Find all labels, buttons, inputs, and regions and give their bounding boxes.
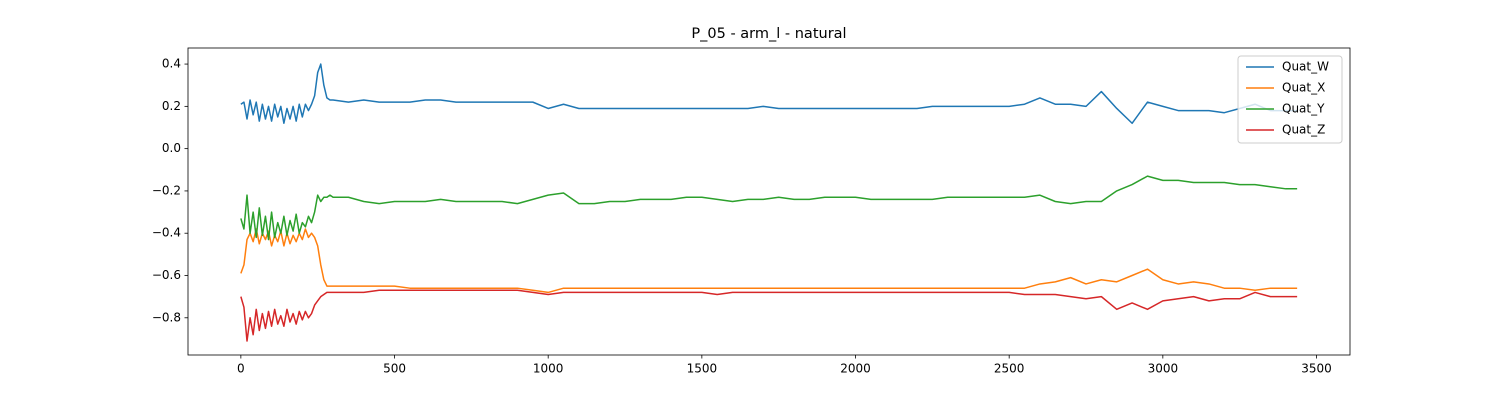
y-tick-label: −0.8	[152, 310, 181, 324]
legend-label: Quat_Y	[1282, 102, 1325, 116]
x-tick-label: 2000	[840, 362, 871, 376]
x-tick-label: 3000	[1148, 362, 1179, 376]
series-line	[240, 228, 1298, 294]
legend-label: Quat_W	[1282, 60, 1329, 74]
x-tick-label: 500	[383, 362, 406, 376]
x-tick-label: 1000	[533, 362, 564, 376]
legend-label: Quat_X	[1282, 81, 1325, 95]
x-tick-label: 3500	[1301, 362, 1332, 376]
series-line	[240, 175, 1298, 241]
legend-label: Quat_Z	[1282, 123, 1325, 137]
y-tick-label: −0.6	[152, 268, 181, 282]
x-tick-label: 2500	[994, 362, 1025, 376]
series-line	[240, 63, 1298, 125]
x-tick-label: 1500	[687, 362, 718, 376]
y-tick-label: 0.0	[162, 141, 181, 155]
series-line	[240, 289, 1298, 342]
axes-frame	[187, 47, 1351, 356]
y-tick-label: 0.4	[162, 57, 181, 71]
y-tick-label: −0.2	[152, 183, 181, 197]
chart-title: P_05 - arm_l - natural	[691, 26, 846, 42]
legend-box	[1237, 55, 1343, 144]
y-tick-label: −0.4	[152, 226, 181, 240]
plot-area	[240, 63, 1298, 342]
x-tick-label: 0	[237, 362, 245, 376]
y-tick-label: 0.2	[162, 99, 181, 113]
legend: Quat_W Quat_X Quat_Y Quat_Z	[1237, 55, 1343, 144]
